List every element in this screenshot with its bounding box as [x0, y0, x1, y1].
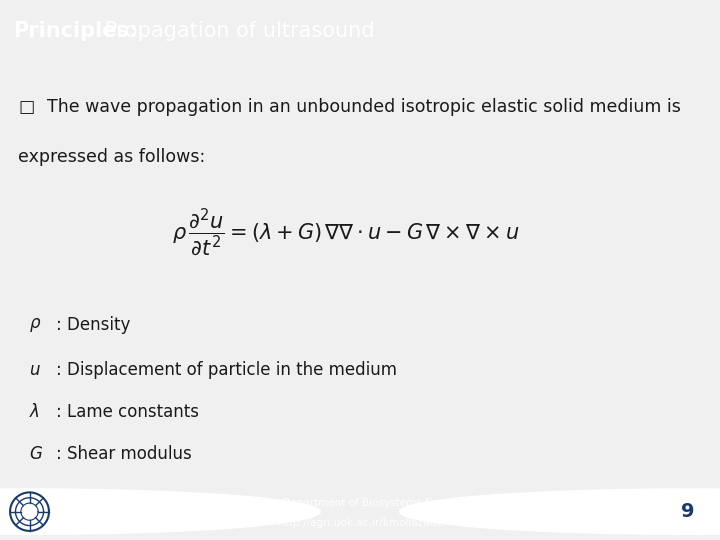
Text: http://agri.uok.ac.ir/kmollazade: http://agri.uok.ac.ir/kmollazade [278, 518, 442, 528]
Text: □: □ [18, 98, 35, 116]
Circle shape [8, 490, 51, 533]
Text: : Lame constants: : Lame constants [56, 403, 199, 421]
Circle shape [400, 489, 720, 535]
Text: Principles:: Principles: [13, 21, 138, 41]
Text: Food Quality Evaluation Methods– Department of Biosystems Engineering – Universi: Food Quality Evaluation Methods– Departm… [102, 498, 618, 508]
Text: expressed as follows:: expressed as follows: [18, 148, 205, 166]
Text: : Displacement of particle in the medium: : Displacement of particle in the medium [56, 361, 397, 379]
Text: $G$: $G$ [29, 445, 43, 463]
Text: $\rho$: $\rho$ [29, 316, 41, 334]
Text: 9: 9 [681, 502, 694, 521]
Text: $\rho\,\dfrac{\partial^2 u}{\partial t^2} = (\lambda + G)\,\nabla\nabla \cdot u : $\rho\,\dfrac{\partial^2 u}{\partial t^2… [172, 207, 519, 259]
Text: Propagation of ultrasound: Propagation of ultrasound [98, 21, 374, 41]
Text: The wave propagation in an unbounded isotropic elastic solid medium is: The wave propagation in an unbounded iso… [47, 98, 680, 116]
Text: $\lambda$: $\lambda$ [29, 403, 40, 421]
Circle shape [0, 489, 320, 535]
Text: $u$: $u$ [29, 361, 40, 379]
Text: : Density: : Density [56, 316, 130, 334]
Text: : Shear modulus: : Shear modulus [56, 445, 192, 463]
